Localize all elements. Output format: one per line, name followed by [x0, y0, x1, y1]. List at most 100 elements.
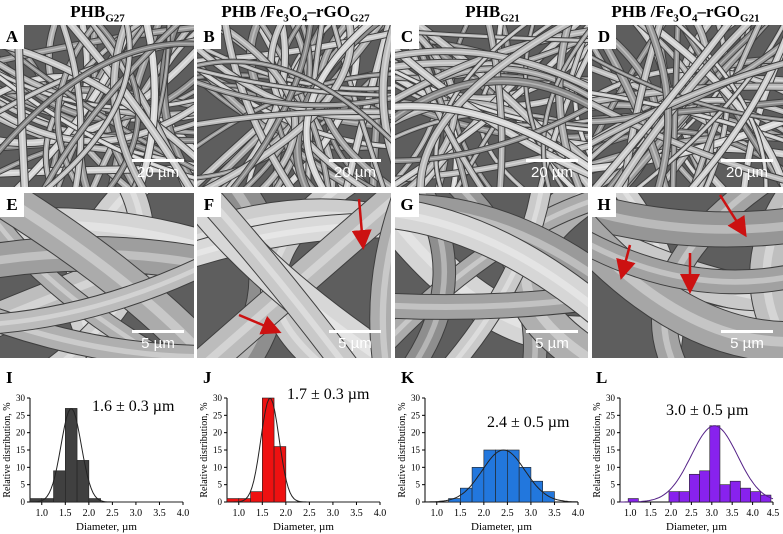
panel-letter: C [395, 25, 419, 49]
fiber-texture [197, 193, 391, 358]
y-tick-label: 25 [411, 410, 421, 420]
histogram-bar [740, 487, 751, 503]
panel-letter: F [197, 193, 221, 217]
x-tick-label: 3.5 [350, 508, 363, 519]
x-tick-label: 2.5 [685, 508, 698, 519]
x-tick-label: 1.0 [233, 508, 246, 519]
y-tick-label: 15 [213, 445, 223, 455]
y-tick-label: 0 [218, 497, 223, 507]
y-tick-label: 5 [416, 480, 421, 490]
scale-bar: 5 µm [721, 330, 773, 352]
histogram-bar [471, 467, 485, 503]
x-axis-label: Diameter, µm [273, 521, 334, 533]
x-tick-label: 1.5 [454, 508, 467, 519]
histogram-bar [699, 470, 711, 503]
histogram-k: 1.0 1.5 2.0 2.5 3.0 3.5 4.0 0 5 10 15 20 25 30 Diamete… [395, 364, 590, 534]
sem-image-g: G 5 µm [395, 193, 588, 358]
y-tick-label: 30 [411, 393, 421, 403]
y-tick-label: 10 [411, 462, 421, 472]
y-tick-label: 20 [16, 428, 26, 438]
y-tick-label: 30 [16, 393, 26, 403]
histogram-svg: 1.0 1.5 2.0 2.5 3.0 3.5 4.0 0 5 10 15 20 25 30 Diamete… [2, 393, 190, 533]
histogram-bar [495, 449, 508, 503]
scale-bar: 20 µm [721, 159, 773, 181]
panel-letter: K [401, 368, 415, 387]
y-axis-label: Relative distribution, % [2, 402, 13, 497]
panel-letter: I [6, 368, 13, 387]
x-tick-label: 2.0 [478, 508, 491, 519]
sem-image-b: B 20 µm [197, 25, 391, 187]
scale-bar: 5 µm [329, 330, 381, 352]
y-tick-label: 15 [411, 445, 421, 455]
y-tick-label: 25 [213, 410, 223, 420]
sem-image-e: E 5 µm [0, 193, 194, 358]
histogram-bar [729, 480, 741, 503]
histogram-i: 1.0 1.5 2.0 2.5 3.0 3.5 4.0 0 5 10 15 20 25 30 Diamete… [0, 364, 195, 534]
histogram-bar [273, 446, 287, 503]
red-arrow-icon [238, 313, 282, 335]
normal-fit-curve [227, 398, 380, 503]
y-tick-label: 30 [213, 393, 223, 403]
panel-letter: G [395, 193, 419, 217]
histogram-bar [678, 491, 690, 503]
panel-letter: D [592, 25, 616, 49]
x-tick-label: 2.0 [665, 508, 678, 519]
x-tick-label: 1.0 [36, 508, 49, 519]
histogram-bar [760, 494, 772, 503]
x-tick-label: 3.5 [548, 508, 561, 519]
histogram-bar [65, 408, 78, 503]
fiber-texture [395, 25, 588, 187]
x-tick-label: 1.5 [59, 508, 72, 519]
histogram-j: 1.0 1.5 2.0 2.5 3.0 3.5 4.0 0 5 10 15 20 25 30 Diamete… [197, 364, 392, 534]
fiber-texture [592, 193, 783, 358]
panel-letter: H [592, 193, 616, 217]
sem-image-a: A 20 µm [0, 25, 194, 187]
normal-fit-curve [425, 449, 579, 503]
sem-image-c: C 20 µm [395, 25, 588, 187]
x-tick-label: 3.0 [525, 508, 538, 519]
y-axis-label: Relative distribution, % [592, 402, 603, 497]
column-title-4: PHB /Fe3O4–rGOG21 [611, 2, 760, 25]
x-axis-label: Diameter, µm [471, 521, 532, 533]
histogram-bar [750, 491, 762, 503]
column-title-3: PHBG21 [465, 2, 520, 25]
y-tick-label: 5 [218, 480, 223, 490]
histogram-bar [507, 449, 520, 503]
x-axis-label: Diameter, µm [666, 521, 727, 533]
x-tick-label: 1.5 [644, 508, 657, 519]
y-tick-label: 0 [611, 497, 616, 507]
histogram-bar [483, 449, 496, 503]
y-tick-label: 20 [213, 428, 223, 438]
column-title-2: PHB /Fe3O4–rGOG27 [221, 2, 370, 25]
histogram-svg: 1.0 1.5 2.0 2.5 3.0 3.5 4.0 4.5 0 5 10 15 20 25 30 Diam… [592, 393, 779, 533]
normal-fit-curve [29, 408, 183, 503]
histogram-bar [668, 491, 680, 503]
x-tick-label: 3.0 [130, 508, 143, 519]
mean-diameter-annotation: 2.4 ± 0.5 µm [487, 414, 570, 431]
x-tick-label: 4.0 [746, 508, 759, 519]
histogram-bar [689, 473, 700, 503]
y-tick-label: 20 [411, 428, 421, 438]
y-tick-label: 10 [606, 462, 616, 472]
x-tick-label: 1.0 [624, 508, 637, 519]
x-tick-label: 4.0 [177, 508, 190, 519]
normal-fit-curve [620, 425, 774, 503]
y-axis-label: Relative distribution, % [199, 402, 210, 497]
histogram-bar [262, 397, 275, 503]
histogram-bar [250, 491, 263, 503]
red-arrow-icon [616, 244, 636, 280]
x-tick-label: 4.0 [572, 508, 585, 519]
x-tick-label: 4.0 [374, 508, 387, 519]
histogram-bar [518, 467, 532, 503]
histogram-svg: 1.0 1.5 2.0 2.5 3.0 3.5 4.0 0 5 10 15 20 25 30 Diamete… [397, 393, 585, 533]
y-tick-label: 10 [16, 462, 26, 472]
scale-bar: 20 µm [132, 159, 184, 181]
y-axis-label: Relative distribution, % [397, 402, 408, 497]
histogram-l: 1.0 1.5 2.0 2.5 3.0 3.5 4.0 4.5 0 5 10 15 20 25 30 Diam… [590, 364, 783, 534]
scale-bar: 20 µm [329, 159, 381, 181]
mean-diameter-annotation: 1.6 ± 0.3 µm [92, 398, 175, 415]
x-tick-label: 2.5 [501, 508, 514, 519]
sem-image-f: F 5 µm [197, 193, 391, 358]
x-tick-label: 2.5 [106, 508, 119, 519]
sem-image-d: D 20 µm [592, 25, 783, 187]
